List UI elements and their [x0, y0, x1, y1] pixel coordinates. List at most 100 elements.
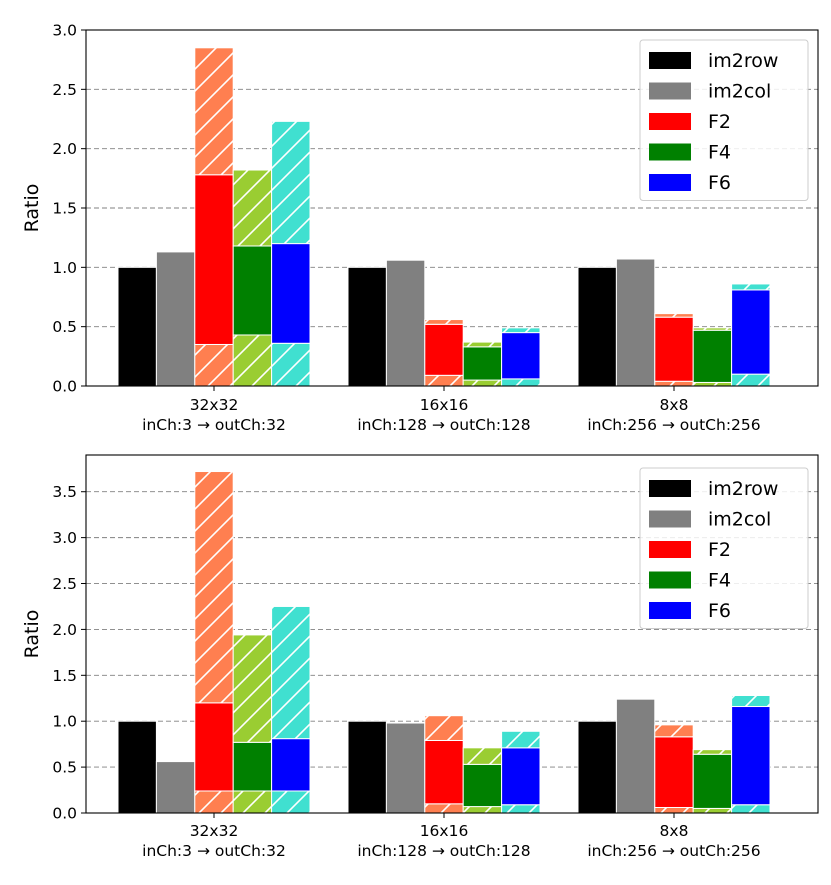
- bar-hatch-f2-8x8-low: [654, 381, 694, 386]
- bar-f2-8x8-mid: [654, 316, 694, 382]
- bar-hatch-f2-8x8-low: [654, 807, 694, 813]
- legend-swatch-f4: [649, 143, 691, 161]
- bar-hatch-f4-32x32-top: [233, 170, 272, 246]
- bar-f6-16x16-mid: [501, 332, 541, 380]
- legend-swatch-im2col: [649, 82, 691, 100]
- bar-im2row-16x16: [347, 266, 387, 387]
- bar-hatch-f4-16x16-top: [463, 342, 502, 347]
- chart-panel-top: 0.0 0.5 1.0 1.5 2.0 2.5 3.0 Ratio 32x32 inCh:3 → …: [21, 22, 819, 434]
- bar-hatch-f6-8x8-top: [731, 695, 770, 707]
- bar-f2-16x16-mid: [424, 323, 464, 376]
- legend-label-f2: F2: [708, 111, 731, 133]
- y-tick-label: 1.0: [52, 713, 77, 731]
- bar-im2col-32x32: [155, 251, 196, 387]
- bar-f6-8x8-mid: [731, 289, 771, 375]
- x-group-sublabel: inCh:3 → outCh:32: [142, 416, 286, 434]
- bar-hatch-f2-16x16-top: [424, 715, 464, 741]
- bar-hatch-f4-16x16-top: [463, 747, 502, 765]
- bar-f2-16x16-mid: [424, 739, 464, 805]
- x-group-sublabel: inCh:256 → outCh:256: [587, 842, 760, 860]
- bar-hatch-f6-8x8-top: [731, 283, 770, 290]
- bar-hatch-f2-32x32-top: [194, 47, 234, 175]
- legend-label-im2row: im2row: [708, 50, 778, 72]
- bar-im2row-32x32: [117, 720, 157, 814]
- bar-hatch-f2-32x32-top: [194, 471, 234, 703]
- legend-swatch-f4: [649, 571, 691, 589]
- bar-im2col-8x8: [615, 258, 656, 387]
- bar-hatch-f6-32x32-low: [271, 343, 310, 386]
- bar-hatch-f4-32x32-low: [233, 334, 272, 386]
- legend-label-f2: F2: [708, 539, 731, 561]
- legend-label-im2row: im2row: [708, 478, 778, 500]
- bar-f2-32x32-mid: [194, 174, 234, 345]
- bar-hatch-f4-8x8-low: [693, 808, 732, 813]
- legend-label-f4: F4: [708, 570, 731, 592]
- bar-im2row-32x32: [117, 266, 157, 387]
- bar-hatch-f6-16x16-top: [501, 327, 540, 333]
- x-group-sublabel: inCh:128 → outCh:128: [357, 842, 530, 860]
- x-group-label: 8x8: [660, 396, 689, 414]
- bar-hatch-f6-16x16-top: [501, 731, 540, 748]
- y-tick-label: 0.5: [52, 318, 77, 336]
- chart-panel-bottom: 0.0 0.5 1.0 1.5 2.0 2.5 3.0 3.5 Ratio 32x32 inCh:3…: [21, 454, 819, 860]
- bar-hatch-f6-8x8-low: [731, 804, 770, 813]
- bar-hatch-f6-16x16-low: [501, 804, 540, 813]
- axes-frame: [85, 454, 819, 814]
- bar-hatch-f4-16x16-low: [463, 380, 502, 386]
- y-tick-label: 0.5: [52, 759, 77, 777]
- legend-swatch-f6: [649, 602, 691, 619]
- legend-label-f4: F4: [708, 142, 731, 164]
- x-group-label: 32x32: [190, 396, 239, 414]
- bar-hatch-f6-16x16-low: [501, 378, 540, 386]
- legend-label-im2col: im2col: [708, 509, 771, 531]
- bar-hatch-f2-32x32-low: [194, 344, 234, 386]
- bar-hatch-f6-32x32-top: [271, 121, 310, 244]
- bar-hatch-f6-8x8-low: [731, 374, 770, 386]
- bar-hatch-f2-8x8-top: [654, 724, 694, 737]
- x-group-label: 16x16: [420, 822, 469, 840]
- bar-hatch-f2-8x8-top: [654, 313, 694, 318]
- x-group-sublabel: inCh:128 → outCh:128: [357, 416, 530, 434]
- bar-im2col-16x16: [385, 722, 426, 814]
- bar-f4-16x16-mid: [462, 346, 503, 381]
- legend-swatch-f6: [649, 174, 691, 191]
- bar-hatch-f2-16x16-low: [424, 803, 464, 813]
- bar-f4-32x32-mid: [232, 741, 273, 792]
- x-group-sublabel: inCh:256 → outCh:256: [587, 416, 760, 434]
- bar-f4-32x32-mid: [232, 245, 273, 336]
- y-tick-label: 1.5: [52, 667, 77, 685]
- y-axis-label: Ratio: [21, 610, 43, 659]
- legend-swatch-im2col: [649, 510, 691, 528]
- bar-hatch-f6-32x32-top: [271, 606, 310, 739]
- x-group-label: 8x8: [660, 822, 689, 840]
- y-tick-label: 3.0: [52, 22, 77, 40]
- y-tick-label: 0.0: [52, 378, 77, 396]
- x-group-sublabel: inCh:3 → outCh:32: [142, 842, 286, 860]
- x-group-label: 16x16: [420, 396, 469, 414]
- bar-hatch-f4-32x32-top: [233, 634, 272, 743]
- legend-swatch-im2row: [649, 480, 691, 497]
- bar-hatch-f4-8x8-top: [693, 749, 732, 755]
- bar-f4-8x8-mid: [692, 329, 733, 383]
- legend-label-im2col: im2col: [708, 81, 771, 103]
- x-group-label: 32x32: [190, 822, 239, 840]
- y-tick-label: 2.5: [52, 81, 77, 99]
- bar-im2col-8x8: [615, 698, 656, 814]
- bar-hatch-f4-8x8-low: [693, 382, 732, 386]
- bar-hatch-f2-32x32-low: [194, 790, 234, 813]
- bar-hatch-f4-8x8-top: [693, 327, 732, 331]
- y-tick-label: 3.0: [52, 529, 77, 547]
- legend-swatch-f2: [649, 113, 691, 130]
- bar-hatch-f2-16x16-low: [424, 375, 464, 386]
- legend-swatch-f2: [649, 541, 691, 558]
- y-tick-label: 1.5: [52, 200, 77, 218]
- bar-f6-8x8-mid: [731, 706, 771, 806]
- bar-f6-32x32-mid: [271, 738, 311, 792]
- bar-im2row-8x8: [577, 266, 617, 387]
- bar-f2-8x8-mid: [654, 736, 694, 808]
- bar-f2-32x32-mid: [194, 702, 234, 792]
- y-tick-label: 0.0: [52, 805, 77, 823]
- bar-im2col-32x32: [155, 761, 196, 814]
- bar-f4-8x8-mid: [692, 753, 733, 809]
